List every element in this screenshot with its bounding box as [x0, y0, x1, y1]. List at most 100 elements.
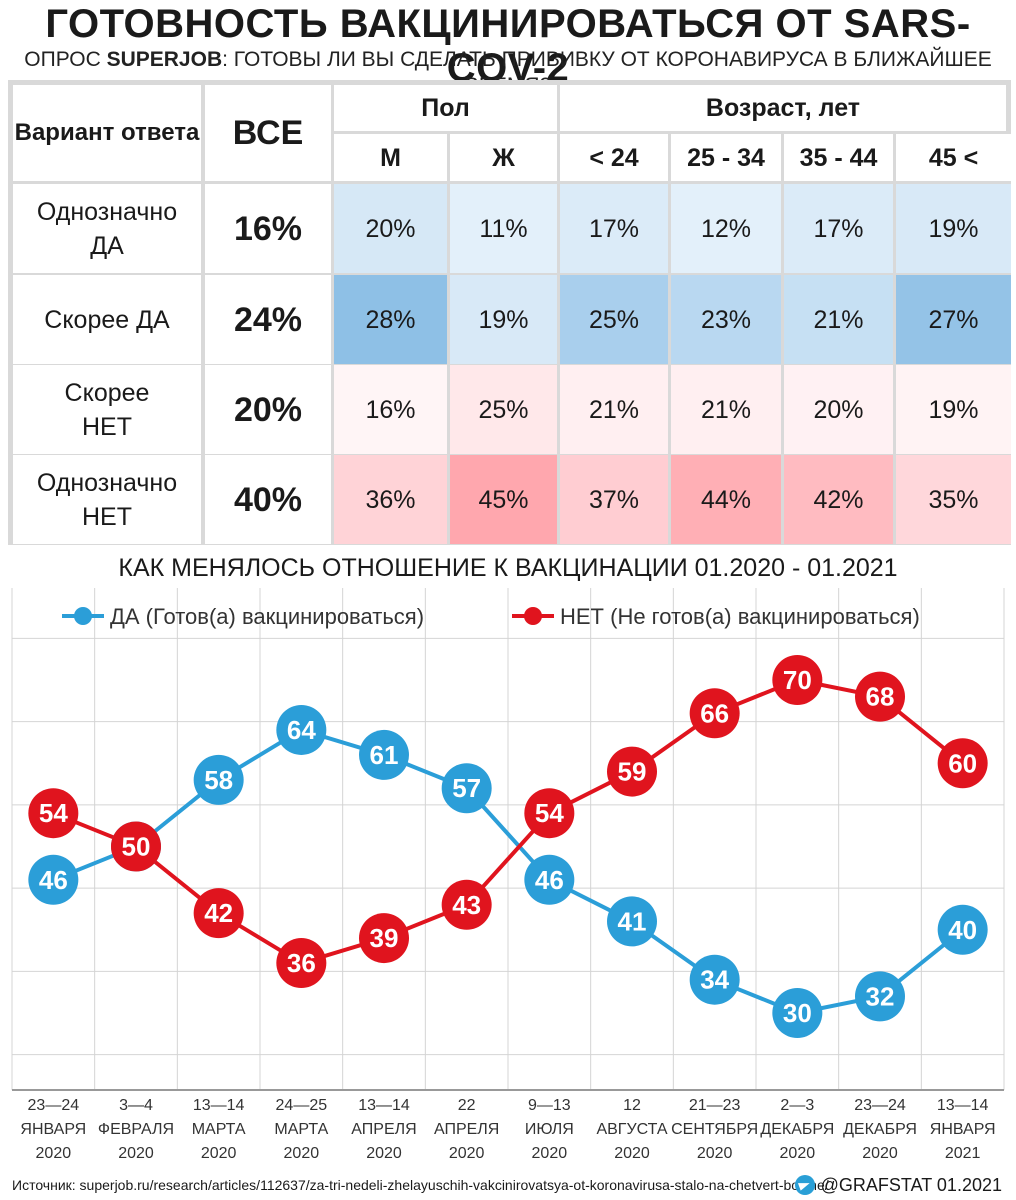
- x-tick-label: 13—14: [358, 1097, 410, 1114]
- x-tick-label: 2020: [532, 1145, 568, 1162]
- data-point: [193, 888, 244, 939]
- row-total: 16%: [205, 184, 331, 273]
- legend-label: НЕТ (Не готов(а) вакцинироваться): [560, 604, 920, 629]
- survey-table: Вариант ответа ВСЕ Пол Возраст, лет М Ж < 24 25…: [8, 80, 1011, 545]
- data-label: 46: [39, 865, 68, 895]
- row-value: 35%: [896, 455, 1011, 544]
- data-point: [359, 913, 409, 964]
- data-label: 30: [783, 998, 812, 1028]
- source-footer: Источник: superjob.ru/research/articles/…: [12, 1177, 829, 1193]
- x-tick-label: 2020: [780, 1145, 816, 1162]
- row-total: 20%: [205, 365, 331, 454]
- telegram-icon: [794, 1175, 815, 1195]
- x-tick-label: 2020: [366, 1145, 402, 1162]
- row-value: 21%: [671, 365, 781, 454]
- header-age-group: Возраст, лет: [560, 85, 1006, 131]
- row-value: 19%: [896, 184, 1011, 273]
- row-value: 16%: [334, 365, 447, 454]
- x-tick-label: ДЕКАБРЯ: [760, 1121, 834, 1138]
- x-tick-label: 22: [458, 1097, 476, 1114]
- data-point: [937, 904, 988, 955]
- x-tick-label: АВГУСТА: [596, 1121, 667, 1138]
- data-label: 32: [866, 981, 895, 1011]
- row-value: 45%: [450, 455, 557, 544]
- row-value: 12%: [671, 184, 781, 273]
- row-value: 23%: [671, 275, 781, 364]
- data-point: [772, 655, 823, 705]
- x-tick-label: 2020: [614, 1145, 650, 1162]
- x-tick-label: 9—13: [528, 1097, 571, 1114]
- data-label: 40: [948, 915, 977, 945]
- header-all: ВСЕ: [205, 85, 331, 181]
- header-sex-group: Пол: [334, 85, 557, 131]
- data-point: [28, 788, 79, 839]
- x-tick-label: 2020: [36, 1145, 72, 1162]
- x-tick-label: 13—14: [937, 1097, 989, 1114]
- x-tick-label: 2020: [862, 1145, 898, 1162]
- data-label: 61: [370, 740, 399, 770]
- trend-chart: ДА (Готов(а) вакцинироваться) НЕТ (Не гот…: [11, 588, 1005, 1162]
- page-title: ГОТОВНОСТЬ ВАКЦИНИРОВАТЬСЯ ОТ SARS-COV-2: [45, 2, 971, 90]
- x-tick-label: 23—24: [854, 1097, 906, 1114]
- header-col-3: 25 - 34: [671, 134, 781, 181]
- data-point: [441, 879, 492, 930]
- data-point: [937, 738, 988, 789]
- row-value: 27%: [896, 275, 1011, 364]
- x-tick-label: МАРТА: [192, 1121, 246, 1138]
- row-value: 19%: [896, 365, 1011, 454]
- data-point: [193, 754, 244, 805]
- row-value: 17%: [560, 184, 668, 273]
- row-value: 25%: [450, 365, 557, 454]
- data-label: 36: [287, 948, 316, 978]
- data-point: [524, 854, 575, 905]
- header-col-5: 45 <: [896, 134, 1011, 181]
- legend-marker: [74, 607, 92, 625]
- data-point: [276, 704, 327, 755]
- x-tick-label: АПРЕЛЯ: [434, 1121, 499, 1138]
- row-value: 25%: [560, 275, 668, 364]
- x-tick-label: 2020: [449, 1145, 485, 1162]
- data-label: 59: [618, 757, 647, 787]
- row-value: 44%: [671, 455, 781, 544]
- row-total: 40%: [205, 455, 331, 544]
- x-tick-label: 2020: [284, 1145, 320, 1162]
- data-point: [524, 788, 575, 839]
- data-label: 34: [700, 965, 729, 995]
- x-tick-label: ФЕВРАЛЯ: [98, 1121, 174, 1138]
- x-tick-label: 2020: [697, 1145, 733, 1162]
- x-tick-label: 2021: [945, 1145, 981, 1162]
- data-label: 68: [866, 682, 895, 712]
- data-label: 54: [39, 798, 68, 828]
- row-value: 19%: [450, 275, 557, 364]
- data-point: [855, 971, 905, 1022]
- data-label: 46: [535, 865, 564, 895]
- x-tick-label: СЕНТЯБРЯ: [671, 1121, 758, 1138]
- header-col-2: < 24: [560, 134, 668, 181]
- x-tick-label: 23—24: [28, 1097, 80, 1114]
- x-tick-label: 13—14: [193, 1097, 245, 1114]
- x-tick-label: 2020: [118, 1145, 154, 1162]
- x-tick-label: АПРЕЛЯ: [351, 1121, 416, 1138]
- row-value: 36%: [334, 455, 447, 544]
- data-label: 50: [122, 832, 151, 862]
- subtitle-brand: SUPERJOB: [106, 48, 223, 71]
- data-point: [111, 821, 161, 872]
- data-label: 60: [948, 748, 977, 778]
- header-col-4: 35 - 44: [784, 134, 893, 181]
- data-label: 58: [204, 765, 233, 795]
- row-value: 20%: [334, 184, 447, 273]
- row-label: Скорее ДА: [13, 275, 201, 364]
- x-tick-label: 3—4: [119, 1097, 153, 1114]
- x-tick-label: 21—23: [689, 1097, 741, 1114]
- row-label: Однозначно НЕТ: [13, 455, 201, 544]
- legend-label: ДА (Готов(а) вакцинироваться): [110, 604, 424, 629]
- data-point: [276, 938, 327, 989]
- data-label: 39: [370, 923, 399, 953]
- header-option: Вариант ответа: [13, 85, 201, 181]
- data-label: 43: [452, 890, 481, 920]
- x-tick-label: 2020: [201, 1145, 237, 1162]
- row-value: 37%: [560, 455, 668, 544]
- row-label: Скорее НЕТ: [13, 365, 201, 454]
- data-label: 41: [618, 906, 647, 936]
- x-tick-label: ЯНВАРЯ: [20, 1121, 86, 1138]
